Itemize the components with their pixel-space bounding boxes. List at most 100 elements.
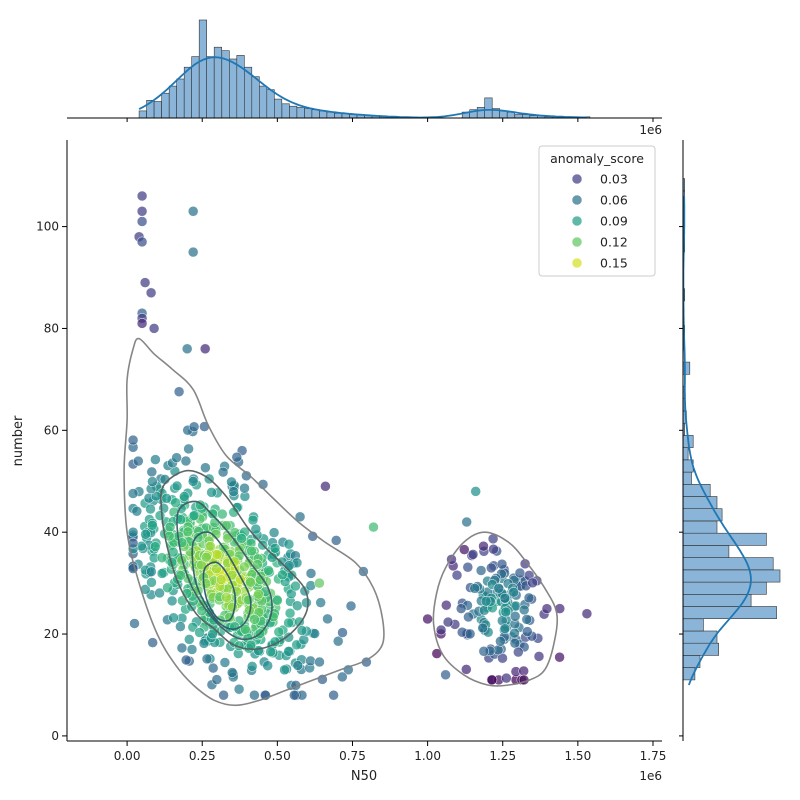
x-tick-label: 0.00 [114, 749, 141, 763]
scatter-point [245, 577, 256, 588]
x-tick-label: 1.50 [564, 749, 591, 763]
scatter-point [273, 626, 285, 638]
scatter-point [368, 521, 379, 533]
scatter-point [227, 601, 238, 613]
scatter-point [146, 566, 157, 577]
scatter-point [207, 508, 218, 520]
x-tick-label: 0.50 [264, 749, 291, 763]
y-histogram-bar [682, 606, 777, 619]
scatter-point [265, 646, 276, 658]
scatter-point [247, 514, 259, 526]
scatter-point [554, 651, 565, 663]
x-histogram-bar [258, 85, 268, 119]
scatter-point [463, 611, 474, 623]
scatter-point [522, 626, 533, 637]
x-histogram-bar [168, 85, 177, 119]
scatter-point [201, 653, 213, 665]
scatter-point [478, 540, 489, 552]
x-histogram-bar [251, 76, 260, 119]
scatter-point [127, 526, 139, 538]
x-tick-label: 0.75 [339, 749, 366, 763]
kde-contour [191, 531, 252, 630]
y-ticks: 0 20 40 60 80 100 [36, 220, 683, 743]
y-histogram-bar [682, 471, 692, 485]
x-histogram-bar [514, 114, 523, 119]
scatter-point [328, 689, 339, 701]
scatter-point [129, 618, 140, 629]
scatter-point [187, 246, 199, 258]
scatter-point [146, 577, 157, 588]
scatter-point [207, 628, 218, 640]
scatter-point [192, 532, 204, 543]
scatter-point [228, 486, 239, 497]
scatter-point [283, 632, 294, 643]
scatter-point [236, 533, 247, 544]
scatter-point [211, 563, 222, 575]
x-tick-label: 1.00 [414, 749, 441, 763]
y-tick-label: 100 [36, 220, 59, 234]
scatter-point [217, 466, 229, 478]
scatter-point [518, 604, 530, 616]
scatter-point [240, 624, 251, 635]
scatter-point [469, 583, 480, 594]
y-axis-label: number [11, 415, 26, 466]
scatter-point [239, 482, 250, 494]
scatter-point [283, 617, 294, 629]
scatter-point [513, 646, 524, 658]
scatter-point [133, 455, 144, 467]
scatter-point [226, 476, 237, 488]
x-axis-label: N50 [351, 769, 377, 784]
scatter-point [249, 614, 260, 625]
scatter-point [219, 657, 231, 668]
scatter-point [188, 510, 200, 521]
scatter-point [441, 599, 452, 611]
scatter-point [136, 236, 148, 248]
legend-label: 0.03 [600, 172, 628, 187]
scatter-point [250, 523, 262, 535]
legend: anomaly_score 0.03 0.06 0.09 0.12 0.15 [538, 145, 656, 277]
kde-contour [176, 500, 273, 641]
x-histogram-bar [304, 108, 313, 119]
x-histogram-bar [499, 110, 508, 119]
x-histogram-bar [334, 113, 343, 119]
scatter-point [218, 689, 229, 701]
x-histogram-bar [206, 56, 215, 119]
y-histogram-bar [682, 545, 730, 558]
scatter-point [229, 621, 240, 632]
scatter-point [170, 497, 181, 508]
scatter-point [514, 567, 526, 579]
scatter-point [145, 503, 156, 515]
x-histogram-bar [311, 109, 320, 119]
scatter-point [221, 592, 232, 603]
scatter-point [245, 639, 257, 651]
scatter-point [501, 672, 512, 684]
scatter-point [435, 624, 447, 636]
scatter-point [320, 481, 331, 492]
scatter-point [294, 511, 306, 523]
scatter-point [199, 343, 211, 355]
scatter-point [422, 613, 433, 625]
scatter-point [150, 541, 161, 552]
legend-title: anomaly_score [550, 151, 644, 166]
scatter-point [194, 627, 205, 638]
scatter-point [161, 493, 172, 504]
scatter-point [488, 543, 499, 555]
scatter-point [127, 434, 139, 446]
scatter-point [486, 674, 498, 686]
scatter-point [201, 551, 212, 563]
scatter-point [475, 565, 487, 576]
scatter-point [499, 623, 511, 634]
scatter-point [461, 516, 472, 528]
kde-contour [432, 531, 559, 687]
scatter-point [156, 552, 168, 563]
scatter-point [164, 521, 176, 533]
scatter-point [136, 190, 148, 202]
scatter-point [168, 612, 179, 624]
scatter-points [127, 190, 593, 701]
scatter-point [519, 558, 531, 570]
legend-label: 0.15 [600, 256, 628, 271]
legend-marker [571, 173, 583, 185]
scatter-point [200, 578, 212, 589]
scatter-point [154, 587, 165, 599]
kde-contour [123, 337, 385, 707]
